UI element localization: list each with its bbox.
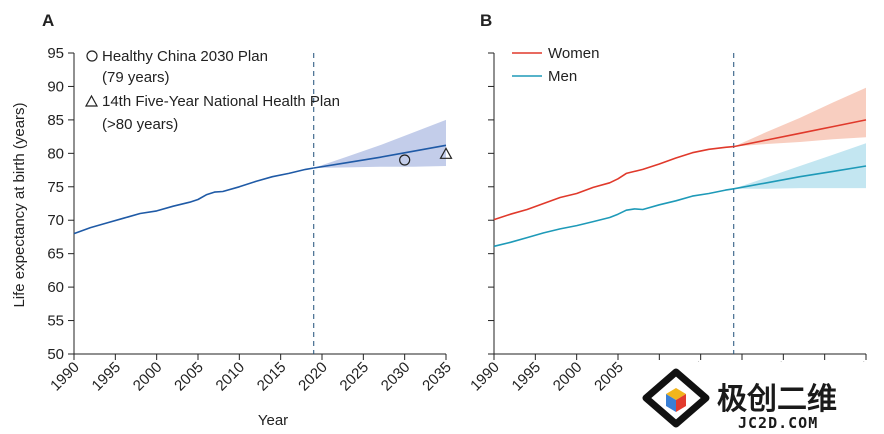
panel-a-y-tick-label: 90 — [47, 78, 64, 95]
panel-a-y-tick-label: 80 — [47, 145, 64, 162]
panel-b-men-line — [493, 188, 734, 248]
panel-a-x-tick-label: 1995 — [89, 359, 125, 395]
panel-a-x-tick-label: 2015 — [254, 359, 290, 395]
panel-a-y-tick-label: 60 — [47, 279, 64, 296]
panel-a-x-tick-label: 2010 — [213, 359, 249, 395]
panel-a-projection-line — [313, 144, 447, 169]
legend-triangle-marker — [84, 94, 99, 107]
panel-b-x-tick-label: 2000 — [550, 359, 586, 395]
panel-a-x-tick-label: 1990 — [47, 359, 83, 395]
panel-b-men-uncertainty-band — [733, 143, 866, 189]
panel-a-uncertainty-band — [313, 119, 446, 168]
panel-a-x-tick-label: 2025 — [337, 359, 373, 395]
legend-men-label: Men — [548, 68, 577, 85]
panel-a-target-circle — [399, 154, 411, 166]
panel-a-y-tick-label: 95 — [47, 45, 64, 62]
panel-a-y-tick-label: 65 — [47, 246, 64, 263]
panel-a-y-tick-label: 70 — [47, 212, 64, 229]
legend-a-item-1-line1: Healthy China 2030 Plan — [102, 48, 268, 65]
legend-a-item-2-line1: 14th Five-Year National Health Plan — [102, 93, 340, 110]
legend-b: Women Men — [512, 45, 599, 85]
panel-a-y-tick-label: 55 — [47, 313, 64, 330]
panel-a-y-tick-label: 75 — [47, 179, 64, 196]
watermark: 极创二维 JC2D.COM — [628, 362, 884, 434]
panel-b-x-tick-label: 2005 — [591, 359, 627, 395]
panel-a-x-tick-label: 2020 — [295, 359, 331, 395]
panel-b-x-tick-label: 1990 — [467, 359, 503, 395]
legend-a: Healthy China 2030 Plan (79 years) 14th … — [84, 48, 340, 133]
watermark-logo — [642, 368, 710, 428]
panel-b-women-uncertainty-band — [733, 87, 866, 147]
panel-a-label: A — [42, 11, 54, 30]
panel-b-x-tick-label: 1995 — [509, 359, 545, 395]
panel-a-y-tick-label: 50 — [47, 346, 64, 363]
panel-a-x-tick-label: 2035 — [419, 359, 455, 395]
panel-a-series-line — [73, 167, 314, 235]
legend-women-label: Women — [548, 45, 599, 62]
legend-circle-marker — [86, 50, 98, 62]
panel-b-men-projection-line — [733, 165, 867, 190]
y-axis-title: Life expectancy at birth (years) — [11, 102, 28, 307]
panel-a-x-tick-label: 2005 — [171, 359, 207, 395]
panel-a-x-tick-label: 2000 — [130, 359, 166, 395]
legend-a-item-2-line2: (>80 years) — [102, 116, 178, 133]
panel-b-label: B — [480, 11, 492, 30]
panel-a-x-tick-label: 2030 — [378, 359, 414, 395]
legend-a-item-1-line2: (79 years) — [102, 69, 170, 86]
panel-b-women-projection-line — [733, 119, 867, 148]
watermark-sub: JC2D.COM — [738, 414, 818, 432]
panel-b-women-line — [493, 145, 734, 221]
watermark-text: 极创二维 — [717, 382, 837, 417]
panel-a-y-tick-label: 85 — [47, 112, 64, 129]
panel-a-target-triangle — [439, 147, 453, 159]
x-axis-title: Year — [258, 412, 288, 429]
